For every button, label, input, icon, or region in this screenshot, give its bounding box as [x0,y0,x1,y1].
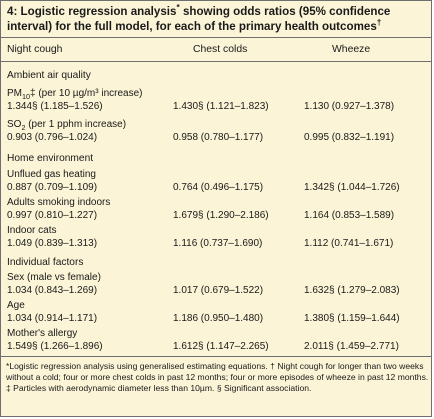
column-header-wheeze: Wheeze [332,44,371,55]
table-footnote: *Logistic regression analysis using gene… [6,361,429,393]
caption-mark: * [176,2,180,13]
value-wheeze: 0.995 (0.832–1.191) [304,132,395,143]
row-label: Indoor cats [7,225,57,236]
header-rule [1,61,431,62]
value-chest-colds: 1.430§ (1.121–1.823) [173,101,269,112]
column-header-chest-colds: Chest colds [193,44,248,55]
value-wheeze: 1.130 (0.927–1.378) [304,101,395,112]
table-caption: 4: Logistic regression analysis* showing… [7,2,427,34]
value-wheeze: 1.342§ (1.044–1.726) [304,182,400,193]
row-label: PM10‡ (per 10 µg/m³ increase) [7,88,143,101]
value-night-cough: 0.997 (0.810–1.227) [7,210,98,221]
value-night-cough: 0.903 (0.796–1.024) [7,132,98,143]
value-chest-colds: 1.116 (0.737–1.690) [173,238,263,249]
row-label: Sex (male vs female) [7,272,101,283]
value-night-cough: 1.034 (0.914–1.171) [7,313,98,324]
column-header-night-cough: Night cough [7,44,63,55]
value-night-cough: 0.887 (0.709–1.109) [7,182,98,193]
value-chest-colds: 0.958 (0.780–1.177) [173,132,264,143]
value-wheeze: 1.380§ (1.159–1.644) [304,313,400,324]
row-label: SO2 (per 1 pphm increase) [7,119,127,132]
section-title-home-environment: Home environment [7,153,94,164]
caption-dagger: † [376,17,382,28]
section-title-individual-factors: Individual factors [7,257,84,268]
value-wheeze: 2.011§ (1.459–2.771) [304,341,399,352]
value-wheeze: 1.112 (0.741–1.671) [304,238,394,249]
row-label: Adults smoking indoors [7,197,111,208]
row-label: Mother's allergy [7,328,78,339]
value-chest-colds: 1.017 (0.679–1.522) [173,285,264,296]
top-rule [1,37,431,38]
section-title-air-quality: Ambient air quality [7,70,91,81]
caption-rest: showing odds ratios (95% confidence inte… [7,5,391,33]
value-night-cough: 1.549§ (1.266–1.896) [7,341,103,352]
row-label: Age [7,300,25,311]
value-wheeze: 1.164 (0.853–1.589) [304,210,395,221]
value-night-cough: 1.049 (0.839–1.313) [7,238,98,249]
value-chest-colds: 1.186 (0.950–1.480) [173,313,264,324]
bottom-rule [1,356,431,357]
value-chest-colds: 1.612§ (1.147–2.265) [173,341,269,352]
value-night-cough: 1.034 (0.843–1.269) [7,285,98,296]
caption-main: 4: Logistic regression analysis [7,5,177,18]
value-chest-colds: 1.679§ (1.290–2.186) [173,210,269,221]
row-label: Unflued gas heating [7,169,96,180]
value-wheeze: 1.632§ (1.279–2.083) [304,285,400,296]
value-night-cough: 1.344§ (1.185–1.526) [7,101,103,112]
value-chest-colds: 0.764 (0.496–1.175) [173,182,264,193]
